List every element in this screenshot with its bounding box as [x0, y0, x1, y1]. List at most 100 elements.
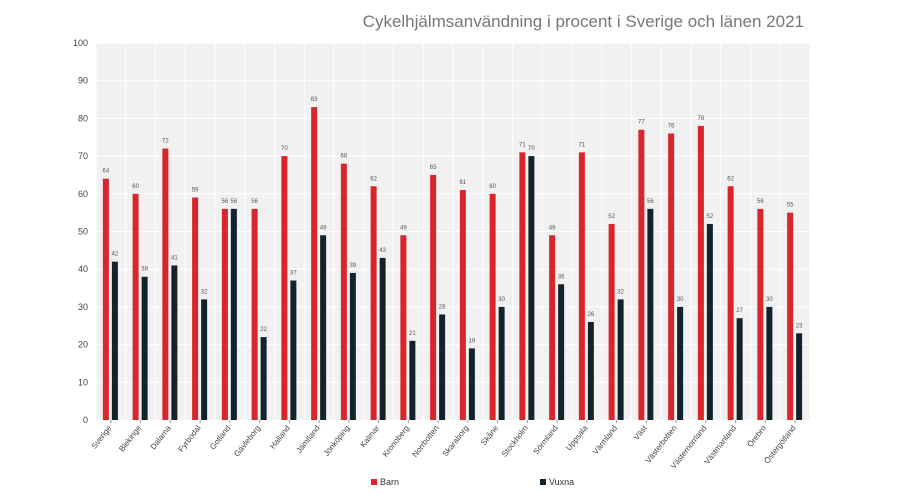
data-label-vuxna-18: 56: [647, 199, 654, 205]
bar-barn-21: [727, 186, 734, 420]
data-label-vuxna-5: 22: [260, 327, 267, 333]
data-label-vuxna-14: 70: [528, 146, 535, 152]
data-label-barn-7: 83: [311, 97, 318, 103]
x-tick-label-18: Väst: [632, 423, 649, 442]
bar-barn-3: [192, 197, 199, 420]
data-label-vuxna-2: 41: [171, 255, 178, 261]
legend-swatch-vuxna: [540, 479, 546, 485]
bar-vuxna-22: [766, 306, 773, 420]
bar-vuxna-12: [468, 348, 475, 420]
bar-vuxna-4: [230, 208, 237, 420]
data-label-vuxna-6: 37: [290, 271, 297, 277]
data-label-vuxna-10: 21: [409, 331, 416, 337]
data-label-barn-4: 56: [222, 199, 229, 205]
data-label-barn-1: 60: [132, 184, 139, 190]
x-tick-label-8: Jönköping: [322, 424, 352, 458]
data-label-vuxna-23: 23: [796, 323, 803, 329]
legend-label-barn: Barn: [380, 477, 400, 487]
bar-barn-15: [549, 235, 556, 420]
bar-vuxna-6: [290, 280, 297, 420]
data-label-vuxna-12: 19: [469, 338, 476, 344]
x-tick-label-22: Örebro: [746, 423, 769, 449]
bar-vuxna-20: [706, 223, 713, 420]
data-label-barn-13: 60: [489, 184, 496, 190]
data-label-barn-15: 49: [549, 225, 556, 231]
bar-vuxna-0: [111, 261, 118, 420]
data-label-vuxna-21: 27: [736, 308, 743, 314]
bar-barn-16: [578, 152, 585, 420]
bar-barn-23: [787, 212, 794, 420]
data-label-vuxna-7: 49: [320, 225, 327, 231]
data-label-vuxna-15: 36: [558, 274, 565, 280]
data-label-barn-16: 71: [579, 142, 586, 148]
data-label-vuxna-11: 28: [439, 304, 446, 310]
data-label-barn-0: 64: [103, 169, 110, 175]
legend-item-vuxna: Vuxna: [540, 477, 574, 487]
x-tick-label-6: Halland: [268, 424, 292, 451]
y-tick-label-50: 50: [78, 227, 88, 237]
y-tick-label-70: 70: [78, 151, 88, 161]
data-label-barn-19: 76: [668, 123, 675, 129]
bar-vuxna-23: [796, 333, 803, 420]
data-label-vuxna-16: 26: [588, 312, 595, 318]
x-tick-label-1: Blekinge: [117, 423, 143, 453]
bar-barn-14: [519, 152, 526, 420]
bar-barn-12: [459, 190, 466, 420]
bar-barn-6: [281, 156, 288, 420]
data-label-barn-2: 72: [162, 139, 169, 145]
data-label-vuxna-0: 42: [112, 252, 119, 258]
legend-item-barn: Barn: [371, 477, 399, 487]
y-tick-label-60: 60: [78, 189, 88, 199]
bar-barn-5: [251, 208, 258, 420]
x-tick-label-5: Gävleborg: [232, 424, 262, 459]
x-tick-label-11: Norrbotten: [410, 424, 440, 459]
data-label-vuxna-19: 30: [677, 297, 684, 303]
bar-barn-0: [102, 178, 109, 420]
bar-barn-19: [668, 133, 675, 421]
y-tick-label-10: 10: [78, 377, 88, 387]
bar-vuxna-16: [587, 321, 594, 420]
x-tick-label-9: Kalmar: [359, 423, 382, 449]
y-tick-label-80: 80: [78, 113, 88, 123]
bar-barn-7: [311, 107, 318, 420]
data-label-barn-18: 77: [638, 120, 645, 126]
bar-barn-10: [400, 235, 407, 420]
x-tick-label-23: Östergötland: [762, 424, 797, 466]
data-label-barn-17: 52: [608, 214, 615, 220]
data-label-barn-9: 62: [370, 176, 377, 182]
data-label-vuxna-13: 30: [498, 297, 505, 303]
x-tick-label-17: Värmland: [591, 424, 619, 457]
x-tick-label-0: Sverige: [90, 423, 114, 450]
bar-barn-9: [370, 186, 377, 420]
bar-barn-4: [221, 208, 228, 420]
data-label-vuxna-17: 32: [617, 289, 624, 295]
data-label-vuxna-9: 43: [379, 248, 386, 254]
bar-vuxna-8: [349, 272, 356, 420]
x-tick-label-15: Sörmland: [532, 424, 560, 457]
x-tick-label-13: Skåne: [479, 423, 500, 447]
y-tick-label-90: 90: [78, 76, 88, 86]
y-tick-label-30: 30: [78, 302, 88, 312]
bar-barn-20: [697, 125, 704, 420]
y-tick-label-100: 100: [73, 38, 88, 48]
bar-vuxna-3: [201, 299, 208, 420]
bar-vuxna-21: [736, 318, 743, 420]
legend-swatch-barn: [371, 479, 377, 485]
y-tick-label-0: 0: [83, 415, 88, 425]
bar-vuxna-19: [677, 306, 684, 420]
bar-barn-1: [132, 193, 139, 420]
data-label-vuxna-4: 56: [231, 199, 238, 205]
bar-vuxna-2: [171, 265, 178, 420]
data-label-barn-8: 68: [341, 154, 348, 160]
data-label-barn-12: 61: [460, 180, 467, 186]
bar-barn-17: [608, 223, 615, 420]
data-label-barn-14: 71: [519, 142, 526, 148]
data-label-vuxna-20: 52: [707, 214, 714, 220]
bar-barn-8: [340, 163, 347, 420]
data-label-barn-6: 70: [281, 146, 288, 152]
bar-vuxna-14: [528, 156, 535, 420]
bar-barn-2: [162, 148, 169, 420]
y-tick-label-40: 40: [78, 264, 88, 274]
chart-title: Cykelhjälmsanvändning i procent i Sverig…: [362, 12, 804, 31]
